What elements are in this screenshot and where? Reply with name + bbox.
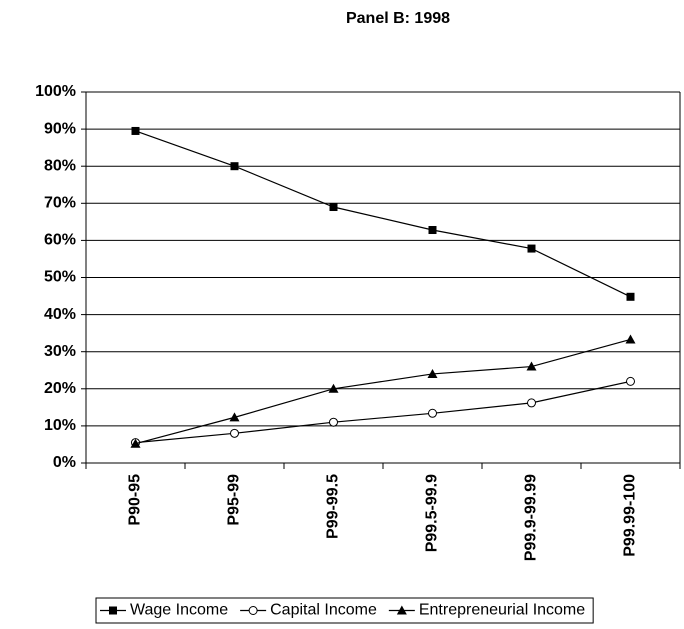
x-tick-label: P99.9-99.99: [523, 474, 540, 561]
marker: [396, 605, 407, 615]
marker: [527, 398, 536, 408]
marker: [625, 334, 636, 344]
y-tick-label: 10%: [44, 417, 76, 434]
marker: [329, 417, 338, 427]
y-tick-label: 90%: [44, 120, 76, 137]
series-line: [135, 338, 631, 445]
marker: [428, 226, 437, 235]
marker: [230, 162, 239, 171]
y-tick-label: 100%: [35, 83, 76, 100]
series-line: [135, 380, 631, 444]
y-tick-label: 80%: [44, 157, 76, 174]
marker: [248, 606, 258, 615]
marker: [427, 368, 438, 378]
marker: [131, 126, 140, 135]
y-tick-label: 50%: [44, 269, 76, 286]
legend-box: [95, 597, 594, 624]
marker: [626, 376, 635, 386]
marker: [626, 292, 635, 301]
y-tick-label: 40%: [44, 306, 76, 323]
x-tick-label: P99-99.5: [325, 474, 342, 539]
y-tick-label: 30%: [44, 343, 76, 360]
y-tick-label: 60%: [44, 232, 76, 249]
marker: [428, 408, 437, 418]
marker: [109, 606, 117, 615]
x-tick-label: P95-99: [226, 474, 243, 526]
y-tick-label: 20%: [44, 380, 76, 397]
legend-label: Wage Income: [130, 602, 228, 619]
y-tick-label: 0%: [53, 454, 76, 471]
legend-label: Capital Income: [270, 602, 377, 619]
marker: [328, 383, 339, 393]
marker: [526, 361, 537, 371]
marker: [329, 203, 338, 212]
marker: [527, 244, 536, 253]
legend-label: Entrepreneurial Income: [419, 602, 585, 619]
series-line: [135, 130, 631, 298]
marker: [130, 438, 141, 448]
marker: [230, 428, 239, 438]
chart-title: Panel B: 1998: [346, 10, 450, 27]
y-tick-label: 70%: [44, 195, 76, 212]
x-tick-label: P99.5-99.9: [424, 474, 441, 552]
x-tick-label: P90-95: [127, 474, 144, 526]
marker: [229, 412, 240, 422]
x-tick-label: P99.99-100: [622, 474, 639, 557]
